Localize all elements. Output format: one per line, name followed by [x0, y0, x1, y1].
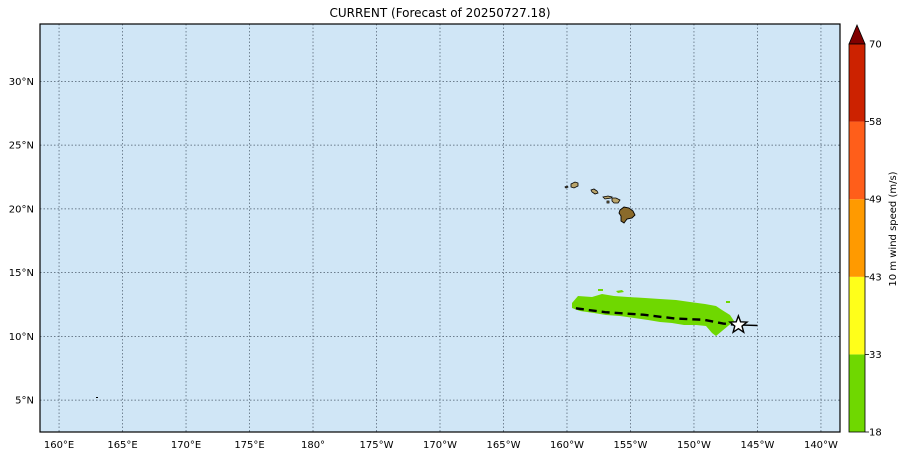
longitude-tick-label: 145°W: [740, 440, 774, 451]
colorbar-tick-label: 18: [869, 428, 882, 439]
colorbar: 18 33 43 49 58 70: [848, 23, 882, 439]
latitude-tick-label: 30°N: [9, 77, 34, 88]
colorbar-label: 10 m wind speed (m/s): [888, 171, 899, 286]
longitude-tick-label: 180°: [301, 440, 325, 451]
longitude-tick-labels: 160°E 165°E 170°E 175°E 180° 175°W 170°W 165°W 1…: [44, 440, 838, 451]
colorbar-segment: [849, 354, 865, 432]
longitude-tick-label: 160°E: [44, 440, 74, 451]
wind-swath-patch: [616, 290, 624, 293]
latitude-tick-label: 20°N: [9, 204, 34, 215]
grid-lines: [40, 24, 840, 432]
colorbar-tick-label: 49: [869, 195, 882, 206]
colorbar-segment: [849, 199, 865, 277]
map-title: CURRENT (Forecast of 20250727.18): [329, 6, 551, 20]
colorbar-extend-arrow: [848, 23, 866, 45]
longitude-tick-label: 165°E: [107, 440, 137, 451]
longitude-tick-label: 175°E: [234, 440, 264, 451]
colorbar-tick-label: 33: [869, 350, 882, 361]
wind-swath-area: [572, 289, 734, 336]
wind-swath-main: [572, 294, 734, 336]
storm-track: [575, 307, 758, 334]
island-oahu: [590, 188, 599, 195]
island-maui: [611, 197, 621, 204]
island-kauai: [570, 181, 579, 189]
longitude-tick-label: 170°W: [423, 440, 457, 451]
longitude-tick-label: 160°W: [550, 440, 584, 451]
island-lanai: [606, 200, 610, 204]
latitude-tick-label: 25°N: [9, 141, 34, 152]
colorbar-top-label: 70: [869, 40, 882, 51]
latitude-tick-label: 5°N: [15, 396, 34, 407]
forecast-track-dashed: [575, 307, 739, 327]
colorbar-segment: [849, 44, 865, 122]
island-johnston: [96, 397, 98, 398]
colorbar-frame: [848, 43, 866, 433]
latitude-tick-label: 15°N: [9, 268, 34, 279]
colorbar-segment: [849, 121, 865, 200]
longitude-tick-label: 140°W: [804, 440, 838, 451]
map-frame: [39, 23, 841, 433]
longitude-tick-label: 150°W: [677, 440, 711, 451]
hawaiian-islands: [96, 181, 636, 398]
latitude-tick-label: 10°N: [9, 332, 34, 343]
colorbar-tick-label: 43: [869, 272, 882, 283]
colorbar-segment: [849, 276, 865, 355]
longitude-tick-label: 165°W: [486, 440, 520, 451]
longitude-tick-label: 170°E: [171, 440, 201, 451]
star-icon: [728, 313, 749, 334]
wind-swath-patch: [726, 301, 730, 303]
longitude-tick-label: 175°W: [360, 440, 394, 451]
latitude-tick-labels: 5°N 10°N 15°N 20°N 25°N 30°N: [9, 77, 34, 407]
wind-swath-patch: [598, 289, 603, 291]
island-niihau: [564, 185, 569, 189]
longitude-tick-label: 155°W: [613, 440, 647, 451]
island-hawaii: [618, 206, 636, 224]
island-molokai: [602, 195, 613, 200]
colorbar-tick-label: 58: [869, 117, 882, 128]
